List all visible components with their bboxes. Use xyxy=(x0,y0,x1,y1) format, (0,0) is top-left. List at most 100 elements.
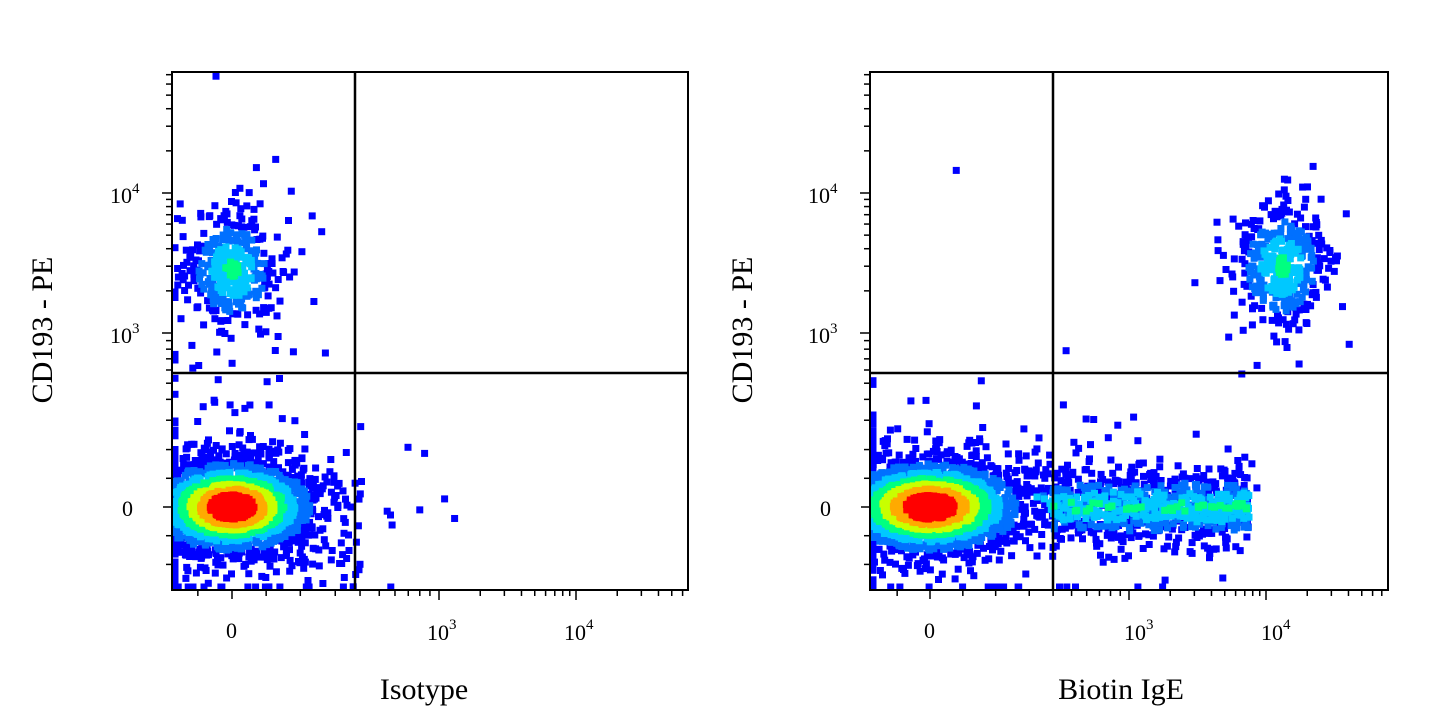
event-dot xyxy=(212,72,220,80)
event-dot xyxy=(223,281,231,289)
event-dot xyxy=(986,543,993,550)
event-dot xyxy=(327,456,335,463)
event-dot xyxy=(339,487,347,495)
event-dot xyxy=(236,429,244,437)
event-dot xyxy=(938,554,946,562)
event-dot xyxy=(1090,416,1098,423)
event-dot xyxy=(869,581,877,589)
event-dot xyxy=(207,448,214,456)
event-dot xyxy=(305,482,313,490)
event-dot xyxy=(876,567,884,574)
event-dot xyxy=(273,312,281,320)
event-dot xyxy=(224,317,232,324)
event-dot xyxy=(247,432,254,439)
event-dot xyxy=(330,472,338,480)
event-dot xyxy=(1038,531,1046,538)
event-dot xyxy=(189,364,197,372)
event-dot xyxy=(304,577,312,584)
event-dot xyxy=(223,218,231,226)
event-dot xyxy=(188,544,196,552)
event-dot xyxy=(869,449,877,457)
event-dot xyxy=(1005,481,1013,489)
event-dot xyxy=(276,297,284,305)
event-dot xyxy=(215,452,223,460)
event-dot xyxy=(298,542,306,550)
event-dot xyxy=(252,287,260,295)
event-dot xyxy=(1009,537,1017,545)
event-dot xyxy=(1020,425,1028,433)
event-dot xyxy=(1038,542,1046,550)
event-dot xyxy=(935,439,943,447)
event-dot xyxy=(1041,501,1049,509)
event-dot xyxy=(1031,448,1039,456)
event-dot xyxy=(272,155,280,163)
event-dot xyxy=(197,289,205,297)
event-dot xyxy=(253,236,261,243)
event-dot xyxy=(1002,440,1010,448)
event-dot xyxy=(266,543,274,551)
event-dot xyxy=(898,564,906,572)
event-dot xyxy=(235,554,243,562)
event-dot xyxy=(286,546,293,554)
event-dot xyxy=(211,240,218,248)
event-dot xyxy=(929,447,937,455)
event-dot xyxy=(228,443,236,450)
event-dot xyxy=(974,541,982,549)
event-dot xyxy=(312,464,320,472)
event-dot xyxy=(299,466,307,474)
event-dot xyxy=(174,542,182,550)
event-dot xyxy=(311,531,319,539)
event-dot xyxy=(1021,466,1029,474)
event-dot xyxy=(340,529,348,537)
event-dot xyxy=(358,478,365,485)
event-dot xyxy=(211,315,219,323)
event-dot xyxy=(245,436,253,444)
event-dot xyxy=(223,574,231,582)
event-dot xyxy=(256,200,264,208)
event-dot xyxy=(869,377,877,385)
event-dot xyxy=(212,456,220,464)
event-dot xyxy=(320,536,328,544)
event-dot xyxy=(205,551,212,559)
event-dot xyxy=(218,317,226,325)
event-dot xyxy=(1032,468,1040,476)
event-dot xyxy=(265,454,273,462)
event-dot xyxy=(911,460,918,467)
event-dot xyxy=(979,424,987,431)
event-dot xyxy=(343,501,351,509)
event-dot xyxy=(1062,347,1070,355)
event-dot xyxy=(227,334,235,342)
event-dot xyxy=(179,233,187,241)
event-dot xyxy=(869,429,877,437)
event-dot xyxy=(199,403,207,411)
event-dot xyxy=(184,583,192,591)
event-dot xyxy=(985,555,993,563)
event-dot xyxy=(246,223,254,231)
event-dot xyxy=(871,558,878,566)
event-dot xyxy=(286,556,294,564)
event-dot xyxy=(1022,570,1030,578)
event-dot xyxy=(328,547,336,554)
event-dot xyxy=(231,189,239,196)
event-dot xyxy=(1024,485,1032,492)
event-dot xyxy=(984,583,992,591)
event-dot xyxy=(237,462,244,470)
event-dot xyxy=(288,562,296,570)
event-dot xyxy=(171,390,179,398)
event-dot xyxy=(171,577,179,585)
event-dot xyxy=(203,545,211,553)
event-dot xyxy=(327,488,335,496)
event-dot xyxy=(1012,530,1020,538)
event-dot xyxy=(184,296,192,304)
event-dot xyxy=(912,445,920,452)
event-dot xyxy=(291,461,299,469)
event-dot xyxy=(869,543,877,550)
x-axis-title: Isotype xyxy=(380,673,468,706)
event-dot xyxy=(1003,539,1011,547)
event-dot xyxy=(213,543,221,551)
event-dot xyxy=(285,217,292,224)
event-dot xyxy=(933,448,941,455)
event-dot xyxy=(214,376,222,384)
event-dot xyxy=(1139,545,1147,552)
event-dot xyxy=(176,200,184,208)
